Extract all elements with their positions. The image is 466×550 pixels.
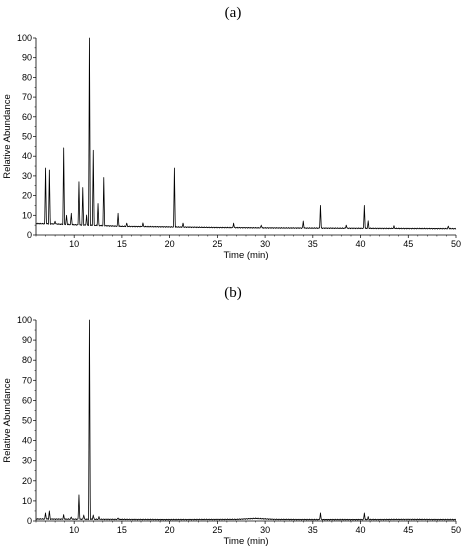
x-tick-label: 40 xyxy=(356,525,366,535)
y-tick-label: 0 xyxy=(27,516,32,526)
x-tick-label: 10 xyxy=(69,239,79,249)
x-axis-label: Time (min) xyxy=(223,536,268,547)
y-tick-label: 0 xyxy=(27,230,32,240)
x-tick-label: 50 xyxy=(451,525,461,535)
y-axis-label: Relative Abundance xyxy=(2,378,13,463)
x-tick-label: 30 xyxy=(260,239,270,249)
x-tick-label: 25 xyxy=(212,239,222,249)
y-tick-label: 80 xyxy=(22,355,32,365)
y-tick-label: 50 xyxy=(22,132,32,142)
x-tick-label: 20 xyxy=(165,525,175,535)
y-tick-label: 20 xyxy=(22,476,32,486)
x-tick-label: 15 xyxy=(117,239,127,249)
x-tick-label: 20 xyxy=(165,239,175,249)
y-tick-label: 30 xyxy=(22,456,32,466)
x-tick-label: 30 xyxy=(260,525,270,535)
y-axis-label: Relative Abundance xyxy=(2,94,13,179)
x-tick-label: 40 xyxy=(356,239,366,249)
y-tick-label: 30 xyxy=(22,171,32,181)
y-tick-label: 70 xyxy=(22,92,32,102)
y-tick-label: 70 xyxy=(22,375,32,385)
y-tick-label: 90 xyxy=(22,53,32,63)
y-tick-label: 50 xyxy=(22,416,32,426)
x-tick-label: 35 xyxy=(308,239,318,249)
chromatogram-trace xyxy=(35,319,457,521)
y-tick-label: 90 xyxy=(22,335,32,345)
y-tick-label: 100 xyxy=(17,33,32,43)
y-tick-label: 40 xyxy=(22,151,32,161)
chromatogram-b: 0 10 20 30 40 50 60 70 80 90 100 10 15 20 25 30 35 40 45 50… xyxy=(2,315,461,547)
panel-label-a: (a) xyxy=(224,5,242,21)
x-tick-label: 25 xyxy=(212,525,222,535)
y-tick-label: 10 xyxy=(22,496,32,506)
x-tick-label: 45 xyxy=(403,525,413,535)
y-tick-label: 80 xyxy=(22,72,32,82)
y-tick-label: 60 xyxy=(22,112,32,122)
y-tick-label: 60 xyxy=(22,395,32,405)
y-tick-label: 100 xyxy=(17,315,32,325)
y-tick-label: 40 xyxy=(22,436,32,446)
y-tick-label: 10 xyxy=(22,210,32,220)
x-tick-label: 35 xyxy=(308,525,318,535)
chromatogram-a: 0 10 20 30 40 50 60 70 80 90 100 10 15 20 25 30 35 40 45 50… xyxy=(2,33,461,261)
y-tick-label: 20 xyxy=(22,191,32,201)
x-tick-label: 50 xyxy=(451,239,461,249)
x-tick-label: 10 xyxy=(69,525,79,535)
panel-label-b: (b) xyxy=(224,285,242,301)
x-axis-label: Time (min) xyxy=(223,250,268,261)
x-tick-label: 45 xyxy=(403,239,413,249)
x-tick-label: 15 xyxy=(117,525,127,535)
chromatogram-trace xyxy=(35,37,457,230)
